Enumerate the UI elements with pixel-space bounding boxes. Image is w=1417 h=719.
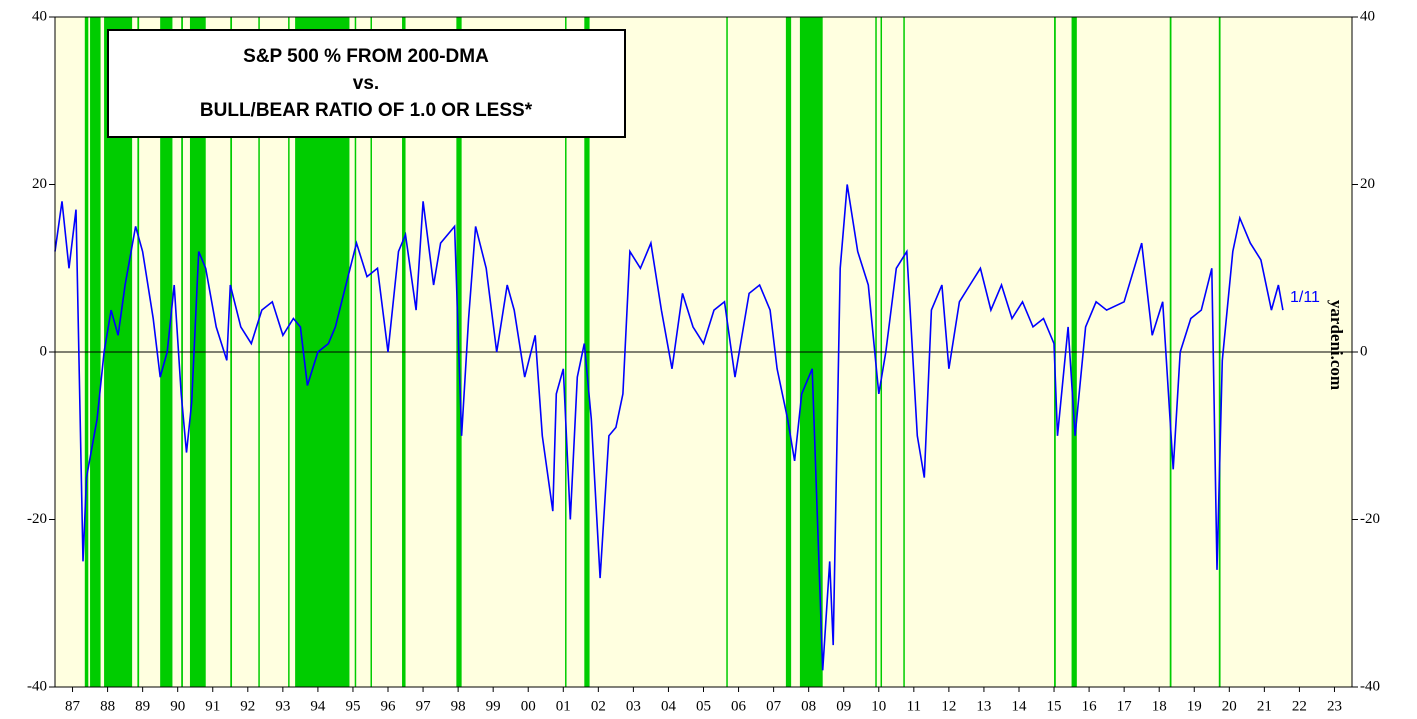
y-tick-label: 40 (32, 8, 47, 24)
y-tick-label: -40 (1360, 678, 1380, 694)
x-tick-label: 96 (381, 698, 397, 714)
x-tick-label: 90 (170, 698, 185, 714)
x-tick-label: 00 (521, 698, 536, 714)
x-tick-label: 97 (416, 698, 432, 714)
x-tick-label: 22 (1292, 698, 1307, 714)
x-tick-label: 14 (1011, 698, 1027, 714)
x-tick-label: 88 (100, 698, 115, 714)
chart-title: vs. (353, 73, 379, 94)
x-tick-label: 95 (345, 698, 360, 714)
x-tick-label: 23 (1327, 698, 1342, 714)
x-tick-label: 89 (135, 698, 150, 714)
x-tick-label: 16 (1082, 698, 1098, 714)
annotation: 1/11 (1290, 289, 1320, 306)
data-line (54, 184, 1284, 671)
plot-frame (54, 16, 1353, 688)
x-tick-label: 94 (310, 698, 326, 714)
x-tick-label: 91 (205, 698, 220, 714)
x-tick-label: 04 (661, 698, 677, 714)
x-tick-label: 20 (1222, 698, 1237, 714)
x-tick-label: 18 (1152, 698, 1167, 714)
x-tick-label: 19 (1187, 698, 1202, 714)
y-tick-label: 40 (1360, 8, 1375, 24)
y-tick-label: 0 (40, 343, 48, 359)
x-tick-label: 03 (626, 698, 641, 714)
x-tick-label: 05 (696, 698, 711, 714)
y-tick-label: -40 (27, 678, 47, 694)
x-tick-label: 93 (275, 698, 290, 714)
y-tick-label: -20 (27, 511, 47, 527)
x-tick-label: 92 (240, 698, 255, 714)
x-tick-label: 06 (731, 698, 747, 714)
source: yardeni.com (1327, 300, 1346, 390)
chart-title: S&P 500 % FROM 200-DMA (243, 46, 489, 67)
y-tick-label: 20 (1360, 176, 1375, 192)
y-tick-label: 20 (32, 176, 47, 192)
x-tick-label: 07 (766, 698, 782, 714)
x-tick-label: 09 (836, 698, 851, 714)
x-tick-label: 13 (976, 698, 991, 714)
x-tick-label: 12 (941, 698, 956, 714)
x-tick-label: 17 (1117, 698, 1133, 714)
x-tick-label: 21 (1257, 698, 1272, 714)
x-tick-label: 11 (907, 698, 921, 714)
x-tick-label: 01 (556, 698, 571, 714)
chart-title: BULL/BEAR RATIO OF 1.0 OR LESS* (200, 100, 533, 121)
x-tick-label: 98 (451, 698, 466, 714)
x-tick-label: 99 (486, 698, 501, 714)
title-box (107, 29, 626, 138)
x-tick-label: 08 (801, 698, 816, 714)
y-tick-label: -20 (1360, 511, 1380, 527)
x-tick-label: 15 (1047, 698, 1062, 714)
x-tick-label: 87 (65, 698, 81, 714)
x-tick-label: 02 (591, 698, 606, 714)
x-tick-label: 10 (871, 698, 886, 714)
y-tick-label: 0 (1360, 343, 1368, 359)
